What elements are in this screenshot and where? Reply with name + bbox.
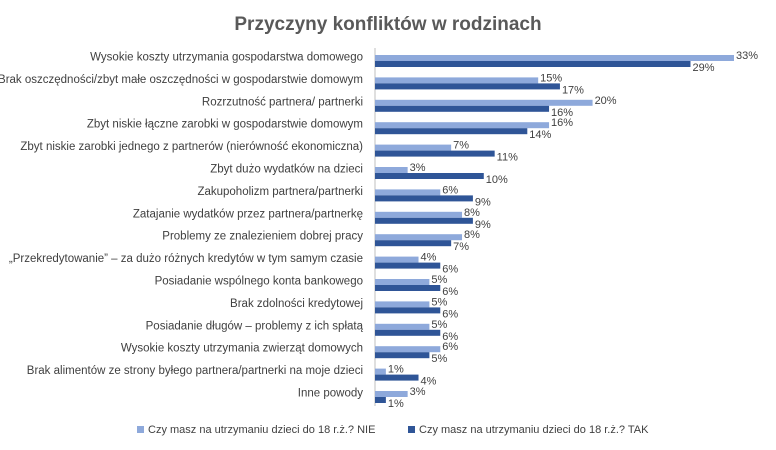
bar-tak <box>375 262 441 269</box>
bar-tak <box>375 128 528 135</box>
data-label: 20% <box>595 95 617 107</box>
data-label: 6% <box>442 308 458 320</box>
bar-tak <box>375 352 430 359</box>
data-label: 16% <box>551 117 573 129</box>
category-label: Brak alimentów ze strony byłego partnera… <box>27 365 363 377</box>
data-label: 4% <box>421 252 437 264</box>
category-label: Posiadanie wspólnego konta bankowego <box>155 276 363 288</box>
category-label: Problemy ze znalezieniem dobrej pracy <box>162 231 363 243</box>
data-label: 16% <box>551 107 573 119</box>
category-label: Zatajanie wydatków przez partnera/partne… <box>133 208 363 220</box>
bar-nie <box>375 55 734 61</box>
legend-swatch <box>137 426 144 433</box>
legend-label: Czy masz na utrzymaniu dzieci do 18 r.ż.… <box>148 424 375 436</box>
data-label: 10% <box>486 174 508 186</box>
category-label: Brak zdolności kredytowej <box>230 298 363 310</box>
bar-nie <box>375 234 463 241</box>
data-label: 17% <box>562 84 584 96</box>
data-label: 7% <box>453 241 469 253</box>
legend-label: Czy masz na utrzymaniu dzieci do 18 r.ż.… <box>419 424 649 436</box>
category-label: Zbyt dużo wydatków na dzieci <box>210 164 363 176</box>
bar-nie <box>375 368 386 375</box>
data-label: 15% <box>540 72 562 84</box>
data-label: 5% <box>431 319 447 331</box>
category-label: Brak oszczędności/zbyt małe oszczędności… <box>0 74 363 86</box>
category-label: Wysokie koszty utrzymania zwierząt domow… <box>121 343 363 355</box>
bar-nie <box>375 279 430 285</box>
legend: Czy masz na utrzymaniu dzieci do 18 r.ż.… <box>137 424 649 436</box>
data-label: 9% <box>475 219 491 231</box>
data-label: 6% <box>442 184 458 196</box>
data-label: 5% <box>431 296 447 308</box>
bar-tak <box>375 61 691 67</box>
bar-nie <box>375 122 550 129</box>
data-label: 1% <box>388 364 404 376</box>
data-label: 3% <box>410 386 426 398</box>
bar-tak <box>375 105 550 112</box>
category-label: Zbyt niskie zarobki jednego z partnerów … <box>20 141 363 153</box>
category-label: Posiadanie długów – problemy z ich spłat… <box>146 320 364 332</box>
chart-title: Przyczyny konfliktów w rodzinach <box>234 14 541 35</box>
bar-tak <box>375 240 452 247</box>
data-label: 4% <box>421 376 437 388</box>
category-label: Rozrzutność partnera/ partnerki <box>202 96 363 108</box>
bar-nie <box>375 99 593 106</box>
data-label: 6% <box>442 286 458 298</box>
legend-swatch <box>408 426 415 433</box>
data-label: 6% <box>442 331 458 343</box>
bars-layer: Wysokie koszty utrzymania gospodarstwa d… <box>0 50 758 410</box>
bar-nie <box>375 323 430 330</box>
data-label: 1% <box>388 398 404 410</box>
bar-tak <box>375 307 441 314</box>
bar-nie <box>375 301 430 308</box>
data-label: 8% <box>464 229 480 241</box>
bar-nie <box>375 189 441 196</box>
bar-tak <box>375 83 560 90</box>
data-label: 11% <box>497 152 518 164</box>
bar-nie <box>375 211 463 218</box>
bar-nie <box>375 144 452 151</box>
bar-nie <box>375 77 539 84</box>
bar-tak <box>375 285 441 291</box>
bar-tak <box>375 217 473 224</box>
category-label: Zbyt niskie łączne zarobki w gospodarstw… <box>87 119 363 131</box>
bar-tak <box>375 397 386 403</box>
data-label: 7% <box>453 140 469 152</box>
data-label: 5% <box>431 353 447 365</box>
category-label: Inne powody <box>298 388 363 400</box>
bar-tak <box>375 150 495 157</box>
data-label: 14% <box>529 129 551 141</box>
bar-nie <box>375 391 408 397</box>
data-label: 6% <box>442 264 458 276</box>
bar-tak <box>375 374 419 381</box>
data-label: 29% <box>692 62 714 74</box>
bar-nie <box>375 256 419 263</box>
bar-tak <box>375 173 484 179</box>
data-label: 3% <box>410 162 426 174</box>
category-label: Wysokie koszty utrzymania gospodarstwa d… <box>90 52 363 64</box>
bar-tak <box>375 329 441 336</box>
bar-nie <box>375 167 408 173</box>
category-label: Zakupoholizm partnera/partnerki <box>197 186 363 198</box>
data-label: 33% <box>736 50 758 62</box>
data-label: 9% <box>475 196 491 208</box>
data-label: 5% <box>431 274 447 286</box>
bar-nie <box>375 346 441 353</box>
bar-tak <box>375 195 473 202</box>
data-label: 8% <box>464 207 480 219</box>
category-label: „Przekredytowanie” – za dużo różnych kre… <box>9 253 363 265</box>
data-label: 6% <box>442 341 458 353</box>
